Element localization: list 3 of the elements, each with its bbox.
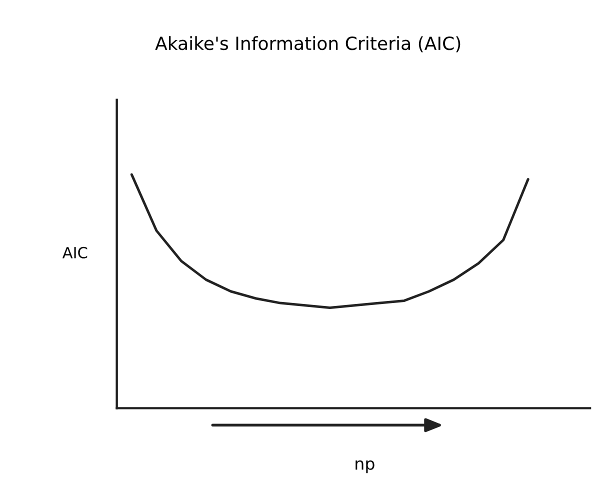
chart-title: Akaike's Information Criteria (AIC) (155, 36, 460, 52)
x-axis-title: np (356, 460, 374, 474)
y-axis-title: AIC (62, 246, 88, 258)
